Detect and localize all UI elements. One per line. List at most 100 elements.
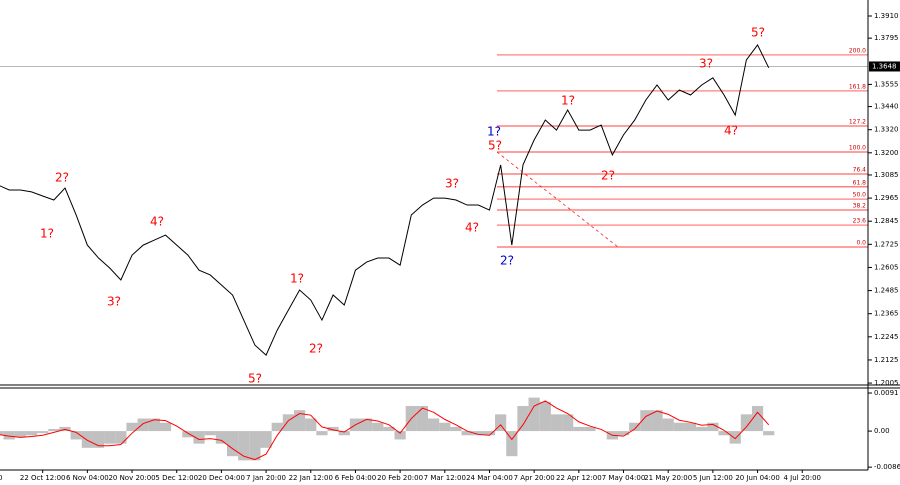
histogram-bar xyxy=(293,410,306,432)
y-tick-label: 1.2605 xyxy=(874,263,899,271)
y-tick-label: 0.00 xyxy=(874,427,890,435)
fib-label: 100.0 xyxy=(849,145,866,152)
y-tick-label: 1.3320 xyxy=(874,126,899,134)
histogram-bar xyxy=(37,431,49,434)
fib-label: 76.4 xyxy=(853,167,867,174)
histogram-bar xyxy=(327,426,339,432)
histogram-bar xyxy=(104,431,116,444)
y-tick-label: 1.2245 xyxy=(874,333,899,341)
wave-label: 2? xyxy=(601,169,615,183)
histogram-bar xyxy=(517,405,529,432)
histogram-bar xyxy=(684,422,697,432)
y-tick-label: 1.3910 xyxy=(874,12,899,20)
fib-label: 161.8 xyxy=(849,83,866,90)
histogram-bar xyxy=(416,405,429,432)
histogram-bar xyxy=(372,422,384,432)
histogram-bar xyxy=(204,431,216,436)
fib-label: 23.6 xyxy=(853,218,867,225)
wave-label: 2? xyxy=(55,171,69,185)
histogram-bar xyxy=(729,431,741,444)
signal-line xyxy=(0,400,770,461)
x-tick-label: 7 May 04:00 xyxy=(602,474,646,482)
x-tick-label: 6 Feb 04:00 xyxy=(335,474,376,482)
y-tick-label: 1.2965 xyxy=(874,194,899,202)
histogram-bar xyxy=(271,422,283,432)
y-tick-label: 1.2005 xyxy=(874,379,899,387)
x-tick-label: 7 Mar 12:00 xyxy=(424,474,466,482)
histogram-bar xyxy=(137,418,149,432)
x-tick-label: 6 Nov 04:00 xyxy=(66,474,109,482)
histogram-bar xyxy=(483,431,496,436)
current-price-box xyxy=(869,61,900,72)
fib-label: 50.0 xyxy=(853,192,867,199)
histogram-bar xyxy=(115,431,127,444)
histogram-bar xyxy=(718,431,730,436)
histogram-bar xyxy=(3,431,15,440)
histogram-bar xyxy=(305,418,317,432)
histogram-bar xyxy=(92,431,105,448)
histogram-bar xyxy=(662,418,674,432)
histogram-bar xyxy=(651,410,663,432)
histogram-bar xyxy=(573,426,585,432)
fib-label: 200.0 xyxy=(849,47,866,54)
trend-line xyxy=(496,151,619,248)
wave-label: 1? xyxy=(290,272,304,286)
histogram-bar xyxy=(751,405,764,432)
y-tick-label: 0.0091 xyxy=(874,389,899,397)
wave-label: 4? xyxy=(724,124,738,138)
fib-label: 127.2 xyxy=(849,119,866,126)
histogram-bar xyxy=(450,426,462,432)
histogram-bar xyxy=(282,414,295,432)
y-tick-label: 1.3555 xyxy=(874,80,899,88)
histogram-bar xyxy=(126,422,138,432)
x-tick-label: 22 Apr 12:00 xyxy=(556,474,602,482)
wave-label: 5? xyxy=(751,26,765,40)
histogram-bar xyxy=(584,426,596,432)
y-tick-label: 1.2485 xyxy=(874,287,899,295)
histogram-bar xyxy=(550,414,563,432)
fib-label: 0.0 xyxy=(856,240,866,247)
histogram-bar xyxy=(394,431,406,440)
x-tick-label: 7 Apr 20:00 xyxy=(514,474,555,482)
histogram-bar xyxy=(617,431,630,436)
histogram-bar xyxy=(740,414,752,432)
y-tick-label: 1.2725 xyxy=(874,240,899,248)
y-tick-label: 1.3440 xyxy=(874,103,899,111)
y-tick-label: 1.3795 xyxy=(874,34,899,42)
histogram-bar xyxy=(696,426,708,432)
histogram-bar xyxy=(70,431,82,440)
histogram-bar xyxy=(260,431,272,448)
histogram-bar xyxy=(25,431,38,436)
histogram-bar xyxy=(539,401,551,432)
y-tick-label: 1.3085 xyxy=(874,171,899,179)
histogram-bar xyxy=(215,431,227,444)
histogram-bar xyxy=(383,426,395,432)
price-line xyxy=(0,43,770,356)
histogram-bar xyxy=(528,397,540,432)
histogram-bar xyxy=(14,431,26,438)
current-price-label: 1.3648 xyxy=(872,62,897,70)
x-tick-label: 20 Dec 04:00 xyxy=(198,474,245,482)
histogram-bar xyxy=(226,431,239,457)
wave-label: 2? xyxy=(309,342,323,356)
wave-label: 5? xyxy=(488,139,502,153)
histogram-bar xyxy=(182,431,194,438)
histogram-bar xyxy=(640,410,652,432)
x-tick-label: 00 xyxy=(0,474,2,482)
wave-label: 3? xyxy=(699,57,713,71)
wave-labels: 2? 1? 3? 4? 5? 1? 2? 3? 4? 1? 5? 2? 1? 2… xyxy=(40,26,765,386)
histogram-bar xyxy=(238,431,250,461)
histogram-bar xyxy=(707,422,719,432)
histogram-bar xyxy=(193,431,205,444)
fib-label: 61.8 xyxy=(853,179,867,186)
histogram-bar xyxy=(249,431,261,461)
wave-label: 3? xyxy=(445,177,459,191)
wave-label: 4? xyxy=(465,221,479,235)
x-tick-label: 20 Nov 20:00 xyxy=(108,474,155,482)
histogram-bar xyxy=(763,431,775,436)
histogram-bar xyxy=(461,431,473,436)
wave-label: 3? xyxy=(107,295,121,309)
histogram-bar xyxy=(562,414,574,432)
